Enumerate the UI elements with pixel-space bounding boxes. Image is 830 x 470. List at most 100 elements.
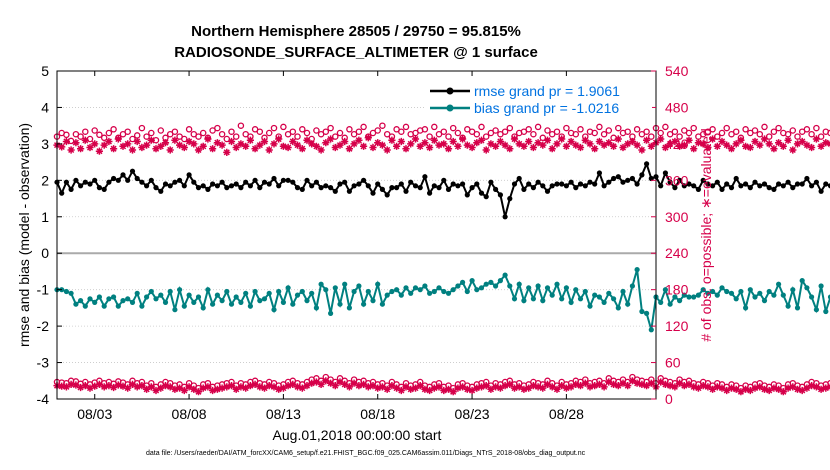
rmse-point — [299, 186, 305, 192]
rmse-point — [611, 175, 617, 182]
bias-point — [299, 288, 305, 295]
evaluated-obs-marker — [576, 382, 585, 390]
bias-point — [497, 278, 503, 284]
evaluated-obs-marker — [473, 139, 481, 147]
rmse-point — [511, 181, 518, 187]
rmse-point — [172, 179, 178, 185]
bias-point — [511, 296, 518, 302]
rmse-point — [455, 183, 461, 189]
y2-tick-label: 420 — [665, 136, 689, 152]
rmse-point — [238, 185, 244, 191]
possible-obs-marker — [346, 126, 353, 133]
bias-point — [667, 301, 673, 307]
bias-point — [87, 296, 93, 302]
evaluated-obs-marker — [789, 383, 797, 391]
bias-point — [342, 281, 348, 287]
y-tick-label: 0 — [41, 245, 49, 261]
evaluated-obs-marker — [713, 142, 721, 150]
evaluated-obs-marker — [463, 141, 471, 149]
evaluated-obs-marker — [435, 383, 443, 391]
rmse-point — [677, 177, 683, 183]
rmse-point — [328, 185, 334, 191]
evaluated-obs-marker — [822, 139, 830, 147]
rmse-point — [87, 181, 93, 187]
evaluated-obs-marker — [426, 143, 434, 152]
bias-point — [224, 288, 230, 295]
rmse-point — [573, 185, 579, 191]
possible-obs-marker — [803, 126, 811, 133]
possible-obs-marker — [671, 128, 679, 135]
bias-point — [427, 290, 433, 296]
rmse-point — [757, 183, 763, 189]
evaluated-obs-marker — [67, 146, 75, 154]
rmse-point — [464, 192, 470, 198]
evaluated-obs-marker — [237, 383, 245, 391]
possible-obs-marker — [709, 126, 716, 133]
evaluated-obs-marker — [284, 143, 292, 152]
evaluated-obs-marker — [657, 378, 665, 386]
bias-point — [92, 299, 98, 305]
evaluated-obs-marker — [312, 378, 320, 386]
possible-obs-marker — [214, 124, 221, 132]
possible-obs-marker — [501, 128, 509, 135]
rmse-point — [139, 179, 145, 185]
rmse-point — [460, 181, 466, 187]
bias-point — [445, 290, 452, 296]
evaluated-obs-marker — [72, 139, 80, 147]
evaluated-obs-marker — [454, 142, 462, 150]
evaluated-obs-marker — [275, 385, 283, 393]
possible-obs-marker — [548, 130, 556, 138]
bias-point — [290, 301, 296, 307]
rmse-point — [214, 183, 220, 189]
evaluated-obs-marker — [133, 137, 141, 146]
possible-obs-marker — [624, 128, 631, 135]
rmse-point — [804, 175, 810, 182]
y2-tick-label: 60 — [665, 355, 681, 371]
bias-point — [785, 303, 791, 309]
rmse-point — [224, 185, 230, 191]
evaluated-obs-marker — [760, 385, 769, 393]
possible-obs-marker — [742, 126, 749, 133]
rmse-point — [144, 183, 150, 189]
possible-obs-marker — [685, 129, 693, 137]
possible-obs-marker — [690, 124, 697, 132]
possible-obs-marker — [563, 124, 570, 132]
chart-subtitle: RADIOSONDE_SURFACE_ALTIMETER @ 1 surface — [174, 44, 538, 61]
possible-obs-marker — [544, 127, 551, 134]
possible-obs-marker — [124, 128, 131, 135]
evaluated-obs-marker — [751, 137, 759, 146]
possible-obs-marker — [487, 129, 495, 137]
evaluated-obs-marker — [360, 380, 368, 388]
evaluated-obs-marker — [223, 383, 231, 391]
rmse-point — [252, 177, 258, 183]
bias-point — [818, 283, 824, 289]
evaluated-obs-marker — [718, 137, 726, 146]
rmse-point — [639, 172, 645, 178]
bias-point — [195, 294, 202, 300]
rmse-point — [582, 183, 588, 189]
bias-point — [582, 288, 588, 295]
rmse-point — [469, 185, 475, 191]
evaluated-obs-marker — [185, 137, 193, 146]
evaluated-obs-marker — [176, 384, 184, 392]
bias-point — [125, 296, 131, 302]
rmse-point — [337, 181, 343, 187]
bias-point — [799, 278, 805, 284]
possible-obs-marker — [138, 124, 146, 132]
evaluated-obs-marker — [374, 384, 382, 392]
rmse-point — [63, 179, 69, 185]
rmse-point — [261, 179, 268, 185]
evaluated-obs-marker — [633, 379, 641, 387]
rmse-series-line — [56, 161, 830, 218]
evaluated-obs-marker — [737, 136, 745, 144]
rmse-point — [158, 188, 164, 194]
possible-obs-marker — [445, 133, 452, 140]
bias-point — [148, 288, 154, 295]
bias-point — [771, 292, 777, 298]
evaluated-obs-marker — [614, 135, 622, 143]
bias-point — [644, 310, 650, 316]
bias-point — [191, 299, 197, 305]
evaluated-obs-marker — [166, 146, 174, 154]
rmse-point — [304, 177, 310, 183]
evaluated-obs-marker — [58, 382, 66, 390]
